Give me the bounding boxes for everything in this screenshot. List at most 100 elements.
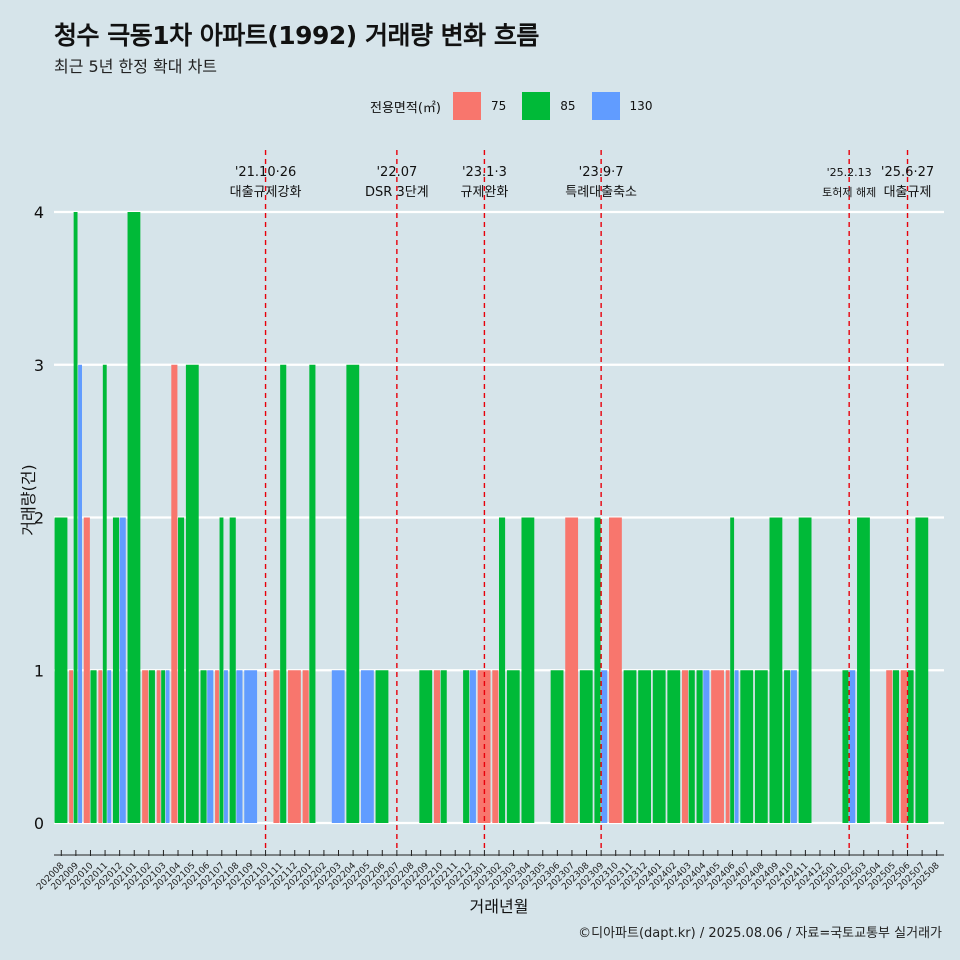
event-label-202301: 규제완화 <box>460 185 508 200</box>
bar-202011-75 <box>98 670 103 823</box>
event-label-202110: 대출규제강화 <box>230 185 302 200</box>
bar-202311-85 <box>623 670 637 823</box>
event-date-202110: '21.10·26 <box>235 165 296 180</box>
legend-label-85: 85 <box>560 99 576 113</box>
legend-key-85 <box>522 92 551 120</box>
bar-202111-85 <box>280 364 287 823</box>
bar-202505-85 <box>892 670 900 823</box>
bar-202009-130 <box>78 364 82 823</box>
chart-subtitle: 최근 5년 한정 확대 차트 <box>54 57 218 76</box>
event-date-202502: '25.2.13 <box>827 166 872 179</box>
bar-202010-75 <box>83 517 90 823</box>
legend-key-130 <box>591 92 620 120</box>
bar-202406-130 <box>734 670 739 823</box>
bar-202011-130 <box>107 670 112 823</box>
bar-202303-85 <box>506 670 520 823</box>
bar-202210-75 <box>433 670 441 823</box>
legend-label-75: 75 <box>490 99 507 113</box>
event-date-202506: '25.6·27 <box>881 165 934 180</box>
bar-202108-130 <box>236 670 243 823</box>
bar-202204-85 <box>346 364 360 823</box>
source-caption: ©디아파트(dapt.kr) / 2025.08.06 / 자료=국토교통부 실… <box>578 926 942 941</box>
y-tick-label-4: 4 <box>34 203 44 222</box>
bar-202009-75 <box>69 670 74 823</box>
chart-title: 청수 극동1차 아파트(1992) 거래량 변화 흐름 <box>54 21 539 50</box>
event-date-202301: '23.1·3 <box>462 165 507 180</box>
event-label-202207: DSR 3단계 <box>365 185 429 200</box>
bar-202008-85 <box>54 517 68 823</box>
legend-label-130: 130 <box>629 99 653 113</box>
bar-202107-85 <box>219 517 224 823</box>
bar-202307-75 <box>565 517 579 823</box>
bar-202507-85 <box>915 517 929 823</box>
bar-202312-85 <box>638 670 652 823</box>
bar-202502-85 <box>842 670 849 823</box>
bar-202404-85 <box>696 670 703 823</box>
legend: 전용면적(㎡) 75 85 130 <box>370 92 662 120</box>
bar-202212-85 <box>463 670 470 823</box>
bar-202406-85 <box>730 517 735 823</box>
bar-202109-130 <box>244 670 258 823</box>
bar-202201-85 <box>309 364 316 823</box>
bar-202210-85 <box>440 670 447 823</box>
bar-202503-85 <box>857 517 870 823</box>
y-axis-title: 거래량(건) <box>19 464 38 535</box>
bar-202203-130 <box>331 670 345 823</box>
event-label-202506: 대출규제 <box>884 185 932 200</box>
bar-202206-85 <box>375 670 389 823</box>
bar-202103-85 <box>161 670 166 823</box>
bar-202112-75 <box>288 670 301 823</box>
bar-202409-85 <box>769 517 783 823</box>
bar-202403-75 <box>681 670 689 823</box>
legend-title: 전용면적(㎡) <box>370 100 441 116</box>
bar-202011-85 <box>102 364 107 823</box>
bar-202205-130 <box>360 670 374 823</box>
bar-202405-75 <box>711 670 724 823</box>
bar-202107-75 <box>215 670 219 823</box>
bar-202411-85 <box>798 517 812 823</box>
y-tick-label-3: 3 <box>34 356 44 375</box>
bar-202306-85 <box>550 670 564 823</box>
event-date-202309: '23.9·7 <box>579 165 624 180</box>
x-axis-title: 거래년월 <box>470 897 529 916</box>
bar-202506-85 <box>907 670 914 823</box>
bar-202009-85 <box>73 212 78 823</box>
bar-202101-85 <box>127 212 141 823</box>
bar-202209-85 <box>419 670 433 823</box>
bar-202402-85 <box>667 670 681 823</box>
bar-202105-85 <box>185 364 199 823</box>
bar-202012-85 <box>112 517 120 823</box>
bar-202403-85 <box>688 670 695 823</box>
bar-202404-130 <box>703 670 710 823</box>
bar-202201-75 <box>302 670 309 823</box>
y-tick-label-2: 2 <box>34 509 44 528</box>
bar-202505-75 <box>886 670 893 823</box>
bar-202010-85 <box>90 670 97 823</box>
legend-key-75 <box>452 92 481 120</box>
bar-202106-130 <box>207 670 214 823</box>
bar-202502-130 <box>849 670 856 823</box>
bar-202310-75 <box>609 517 622 823</box>
bar-202506-75 <box>900 670 907 823</box>
bar-202102-75 <box>142 670 149 823</box>
event-label-202309: 특례대출축소 <box>565 185 637 200</box>
bar-202304-85 <box>521 517 535 823</box>
bar-202104-75 <box>171 364 178 823</box>
bar-202302-75 <box>492 670 499 823</box>
bar-202309-85 <box>594 517 601 823</box>
event-date-202207: '22.07 <box>376 165 417 180</box>
bar-202308-85 <box>579 670 593 823</box>
bar-202111-75 <box>273 670 280 823</box>
y-tick-label-1: 1 <box>34 661 44 680</box>
bar-202212-130 <box>469 670 476 823</box>
bar-202108-85 <box>229 517 236 823</box>
bar-202103-130 <box>165 670 170 823</box>
bar-202103-75 <box>156 670 161 823</box>
bar-202106-85 <box>200 670 207 823</box>
bar-202102-85 <box>148 670 155 823</box>
bar-202309-130 <box>601 670 608 823</box>
bar-202410-130 <box>790 670 797 823</box>
bar-202406-75 <box>725 670 730 823</box>
bar-202410-85 <box>784 670 791 823</box>
